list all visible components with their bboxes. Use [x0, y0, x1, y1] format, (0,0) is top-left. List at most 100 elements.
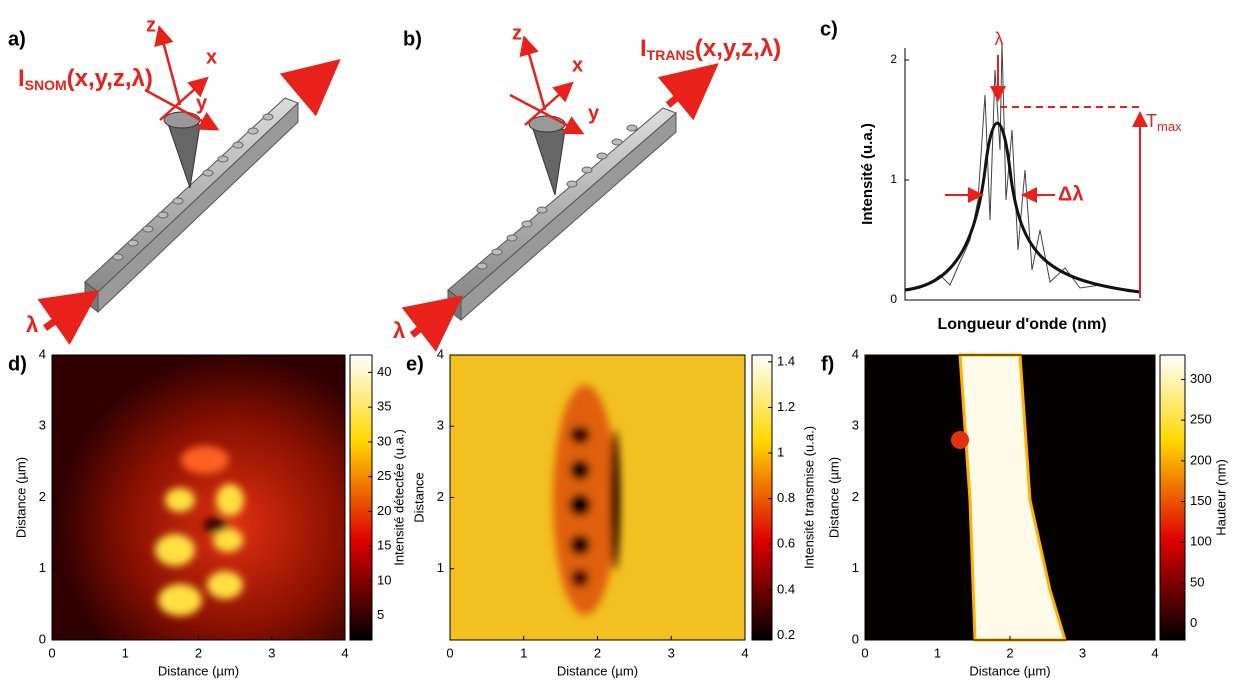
y-axis-label: Distance (µm) [826, 457, 841, 538]
x-tick-label: 1 [520, 645, 527, 660]
input-label: λ [26, 312, 38, 337]
y-axis-label: Intensité (u.a.) [859, 123, 876, 225]
x-tick-label: 2 [594, 645, 601, 660]
panel-label: a) [8, 28, 26, 50]
axis-z: z [512, 22, 522, 44]
axis-x: x [206, 46, 217, 68]
x-tick-label: 3 [1079, 645, 1086, 660]
y-tick-label: 2 [852, 489, 859, 504]
colorbar-tick-label: 1 [777, 444, 784, 459]
colorbar-tick-label: 100 [1190, 534, 1212, 549]
colorbar-label: Intensité détectée (u.a.) [391, 429, 406, 566]
x-tick-label: 0 [446, 645, 453, 660]
colorbar-tick-label: 40 [377, 364, 391, 379]
colorbar-tick-label: 300 [1190, 371, 1212, 386]
axis-y: y [588, 102, 600, 124]
signal-args: (x,y,z,λ) [695, 35, 781, 62]
colorbar-tick-label: 35 [377, 399, 391, 414]
x-tick-label: 2 [1006, 645, 1013, 660]
colorbar [1159, 354, 1186, 641]
colorbar-tick-label: 200 [1190, 452, 1212, 467]
colorbar-tick-label: 15 [377, 538, 391, 553]
colorbar-tick-label: 0.6 [777, 536, 795, 551]
signal-label: ISNOM(x,y,z,λ) [18, 65, 153, 92]
x-axis-label: Longueur d'onde (nm) [937, 316, 1106, 333]
x-tick-label: 4 [341, 645, 348, 660]
y-tick-label: 0 [39, 631, 46, 646]
colorbar-tick-label: 10 [377, 572, 391, 587]
colorbar-tick-label: 0 [1190, 615, 1197, 630]
y-tick-label: 4 [39, 346, 46, 361]
y-tick-label: 1 [437, 560, 444, 575]
colorbar-tick-label: 0.4 [777, 581, 795, 596]
heatmap-e [450, 355, 745, 640]
panel-label: d) [8, 353, 27, 375]
panel-a-drawing [37, 25, 341, 345]
x-tick-label: 3 [668, 645, 675, 660]
signal: I [18, 65, 25, 92]
axis-x: x [572, 54, 583, 76]
x-tick-label: 0 [861, 645, 868, 660]
spectrum-plot [904, 41, 1148, 301]
colorbar-tick-label: 1.2 [777, 399, 795, 414]
colorbar-tick-label: 1.4 [777, 353, 795, 368]
x-tick-label: 1 [934, 645, 941, 660]
colorbar-tick-label: 0.2 [777, 627, 795, 642]
y-tick-label: 3 [852, 418, 859, 433]
input-label: λ [393, 318, 405, 343]
y-tick-label: 2 [437, 489, 444, 504]
colorbar-tick-label: 20 [377, 503, 391, 518]
colorbar-tick-label: 0.8 [777, 490, 795, 505]
y-tick-label: 3 [39, 418, 46, 433]
signal-sub: SNOM [25, 77, 67, 93]
axis-z: z [146, 14, 156, 36]
y-tick-label: 2 [39, 489, 46, 504]
colorbar-tick-label: 150 [1190, 493, 1212, 508]
peak-label: λ [995, 29, 1004, 49]
width-label: Δλ [1058, 183, 1084, 205]
colorbar-tick-label: 5 [377, 607, 384, 622]
signal: I [640, 35, 647, 62]
heatmap-f [865, 353, 1155, 642]
heatmap-d [52, 355, 345, 640]
x-axis-label: Distance (µm) [969, 663, 1050, 678]
y-tick-label: 0 [852, 631, 859, 646]
tmax: T [1146, 111, 1157, 131]
axis-y: y [196, 92, 208, 114]
y-axis-label: Distance [411, 472, 426, 523]
x-tick-label: 0 [48, 645, 55, 660]
panel-b-drawing [401, 35, 719, 352]
y-tick-label: 1 [890, 172, 897, 186]
y-tick-label: 3 [437, 418, 444, 433]
x-axis-label: Distance (µm) [158, 663, 239, 678]
colorbar-tick-label: 30 [377, 433, 391, 448]
colorbar-label: Hauteur (nm) [1213, 459, 1228, 536]
tmax-sub: max [1157, 119, 1182, 134]
panel-label: e) [406, 353, 424, 375]
y-tick-label: 4 [852, 346, 859, 361]
tmax-label: Tmax [1146, 111, 1182, 135]
x-tick-label: 1 [122, 645, 129, 660]
panel-label: f) [821, 353, 834, 375]
colorbar-label: Intensité transmise (u.a.) [801, 426, 816, 569]
y-tick-label: 4 [437, 346, 444, 361]
y-tick-label: 0 [890, 292, 897, 306]
signal-label: ITRANS(x,y,z,λ) [640, 35, 781, 62]
colorbar [751, 354, 773, 641]
signal-sub: TRANS [647, 47, 695, 63]
colorbar-tick-label: 25 [377, 468, 391, 483]
colorbar-tick-label: 250 [1190, 412, 1212, 427]
x-tick-label: 4 [741, 645, 748, 660]
panel-label: c) [820, 18, 838, 40]
x-tick-label: 3 [268, 645, 275, 660]
y-tick-label: 1 [39, 560, 46, 575]
colorbar-tick-label: 50 [1190, 574, 1204, 589]
colorbar [349, 354, 373, 641]
y-tick-label: 1 [852, 560, 859, 575]
signal-args: (x,y,z,λ) [67, 65, 153, 92]
x-axis-label: Distance (µm) [557, 663, 638, 678]
panel-label: b) [403, 28, 422, 50]
y-axis-label: Distance (µm) [13, 457, 28, 538]
